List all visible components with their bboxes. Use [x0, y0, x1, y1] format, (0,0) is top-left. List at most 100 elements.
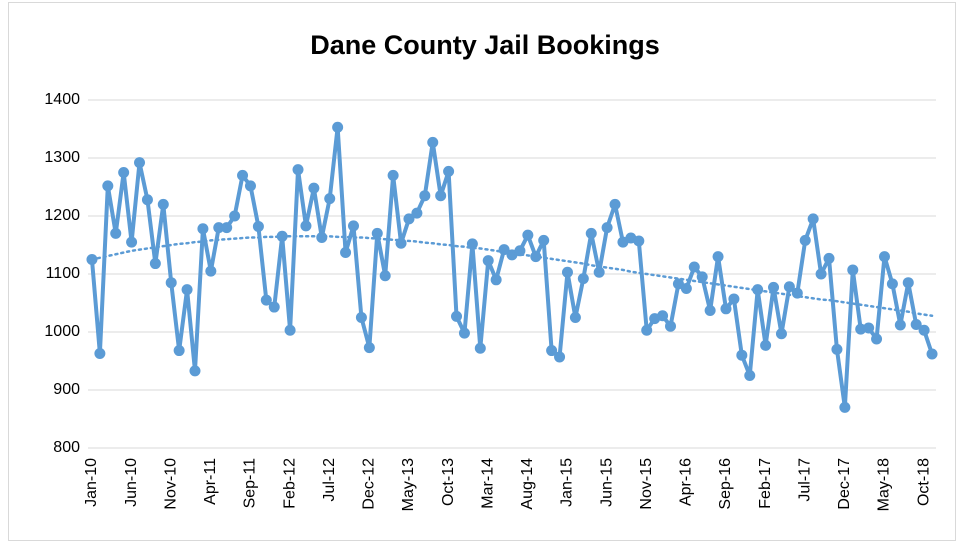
data-point	[284, 324, 296, 336]
x-tick-label: Dec-12	[361, 458, 378, 510]
x-tick-label: Sep-16	[717, 458, 734, 510]
data-point	[839, 401, 851, 413]
data-point	[522, 229, 534, 241]
data-point	[768, 281, 780, 293]
x-tick-label: Jul-12	[321, 458, 338, 502]
data-point	[863, 322, 875, 334]
data-point	[134, 157, 146, 169]
x-tick-label: Jul-17	[796, 458, 813, 502]
data-point	[427, 136, 439, 148]
data-point	[347, 220, 359, 232]
data-point	[728, 293, 740, 305]
data-point	[110, 227, 122, 239]
data-point	[197, 223, 209, 235]
data-point	[157, 198, 169, 210]
data-point	[181, 284, 193, 296]
chart-title: Dane County Jail Bookings	[310, 30, 660, 60]
x-tick-label: May-13	[400, 458, 417, 511]
y-tick-label: 900	[53, 381, 80, 398]
data-point	[775, 328, 787, 340]
data-point	[783, 281, 795, 293]
data-point	[498, 244, 510, 256]
data-point	[609, 198, 621, 210]
data-point	[332, 121, 344, 133]
data-point	[569, 312, 581, 323]
data-point	[672, 278, 684, 290]
data-point	[657, 310, 669, 322]
data-point	[268, 301, 280, 313]
data-point	[308, 182, 320, 194]
data-point	[561, 266, 573, 278]
y-tick-label: 1100	[46, 265, 81, 282]
data-point	[371, 227, 383, 239]
data-point	[902, 277, 914, 289]
data-point	[94, 347, 106, 359]
data-point	[118, 167, 130, 178]
data-point	[585, 227, 597, 239]
data-point	[316, 231, 328, 243]
data-point	[126, 236, 138, 248]
data-point	[221, 222, 233, 234]
data-point	[419, 190, 431, 202]
data-point	[443, 165, 455, 177]
data-point	[403, 213, 415, 225]
data-point	[411, 207, 423, 219]
data-point	[435, 190, 447, 202]
data-point	[807, 213, 819, 225]
data-point	[680, 283, 692, 294]
y-tick-label: 1200	[44, 207, 80, 224]
data-point	[918, 324, 930, 336]
x-tick-label: Aug-14	[519, 458, 536, 510]
data-point	[641, 324, 653, 336]
data-point	[601, 222, 613, 234]
x-tick-label: Feb-17	[757, 458, 774, 509]
data-point	[538, 234, 550, 246]
data-point	[451, 310, 463, 322]
data-point	[260, 294, 272, 306]
data-point	[815, 268, 827, 280]
data-point	[593, 266, 605, 278]
data-point	[665, 320, 677, 332]
data-point	[847, 264, 859, 276]
x-tick-label: Jun-15	[598, 458, 615, 507]
y-tick-label: 1400	[44, 91, 80, 108]
data-point	[205, 265, 217, 277]
data-point	[720, 303, 732, 315]
data-point	[910, 318, 922, 330]
x-tick-label: Feb-12	[281, 458, 298, 509]
data-point	[379, 270, 391, 282]
data-point	[696, 271, 708, 283]
data-point	[292, 164, 304, 176]
data-point	[490, 274, 502, 286]
data-point	[831, 343, 843, 355]
x-tick-label: Jan-10	[83, 458, 100, 507]
data-point	[213, 222, 225, 234]
data-point	[149, 258, 161, 270]
data-point	[355, 312, 367, 323]
x-tick-label: Jan-15	[559, 458, 576, 507]
x-tick-label: Mar-14	[479, 458, 496, 509]
data-point	[823, 252, 835, 264]
data-point	[633, 235, 645, 247]
y-tick-label: 1000	[44, 323, 80, 340]
data-point	[141, 194, 153, 206]
x-tick-label: Jun-10	[123, 458, 140, 507]
data-point	[744, 370, 756, 381]
x-tick-label: Apr-11	[202, 458, 219, 505]
data-point	[324, 193, 336, 205]
data-point	[712, 251, 724, 263]
x-tick-label: Nov-10	[162, 458, 179, 510]
x-tick-label: Oct-18	[915, 458, 932, 506]
data-point	[244, 180, 256, 192]
data-point	[363, 342, 375, 354]
data-point	[173, 345, 185, 357]
data-point	[760, 339, 772, 351]
data-point	[926, 348, 938, 360]
data-point	[704, 305, 716, 317]
y-tick-label: 1300	[44, 149, 80, 166]
data-point	[688, 261, 700, 273]
x-tick-label: May-18	[876, 458, 893, 511]
x-tick-label: Sep-11	[242, 458, 259, 509]
y-tick-label: 800	[53, 439, 80, 456]
